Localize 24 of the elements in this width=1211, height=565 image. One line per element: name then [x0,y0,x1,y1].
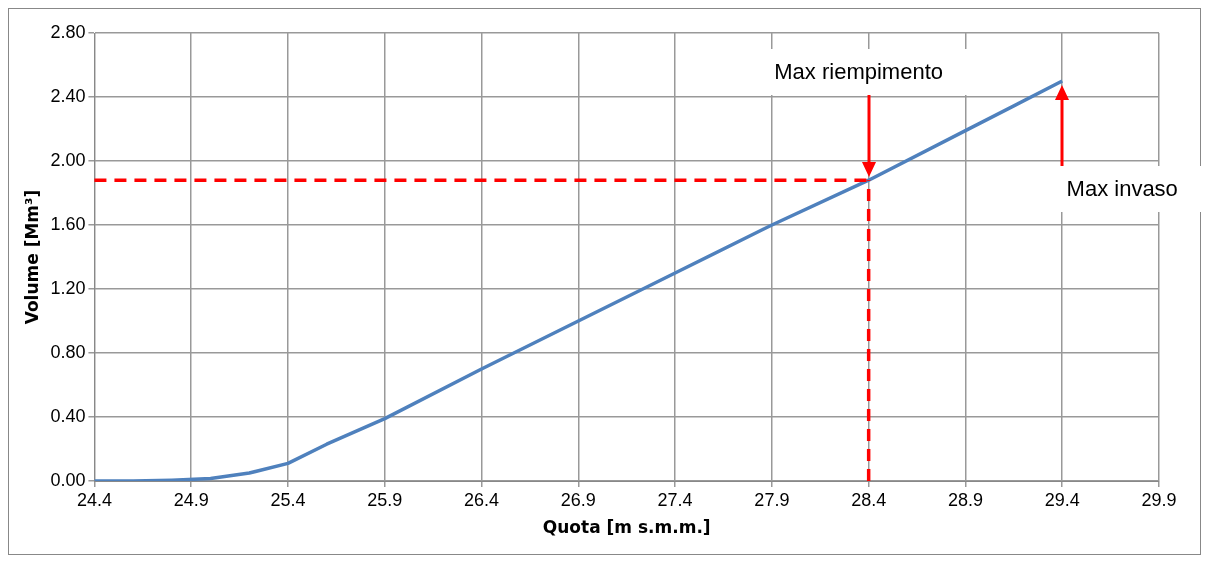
x-tick-label: 25.9 [367,489,403,510]
x-tick-label: 27.4 [657,489,693,510]
x-tick-label: 29.9 [1141,489,1177,510]
y-tick-label: 0.80 [50,341,86,362]
x-tick-label: 27.9 [754,489,790,510]
y-axis-title: Volume [Mm³] [21,189,42,325]
y-tick-label: 2.40 [50,85,86,106]
y-tick-label: 0.00 [50,469,86,490]
y-tick-label: 1.60 [50,213,86,234]
y-tick-label: 2.80 [50,21,86,42]
x-tick-label: 26.9 [560,489,596,510]
annotation: Max riempimento [742,49,976,96]
x-tick-label: 24.4 [76,489,112,510]
x-tick-label: 28.4 [851,489,887,510]
x-tick-label: 29.4 [1044,489,1080,510]
x-tick-label: 26.4 [464,489,500,510]
x-tick-label: 24.9 [173,489,209,510]
annotation: Max invaso [1034,166,1210,212]
y-tick-label: 1.20 [50,277,86,298]
y-tick-label: 2.00 [50,149,86,170]
x-tick-label: 28.9 [947,489,983,510]
y-tick-label: 0.40 [50,405,86,426]
x-axis-title: Quota [m s.m.m.] [542,517,711,538]
x-tick-label: 25.4 [270,489,306,510]
